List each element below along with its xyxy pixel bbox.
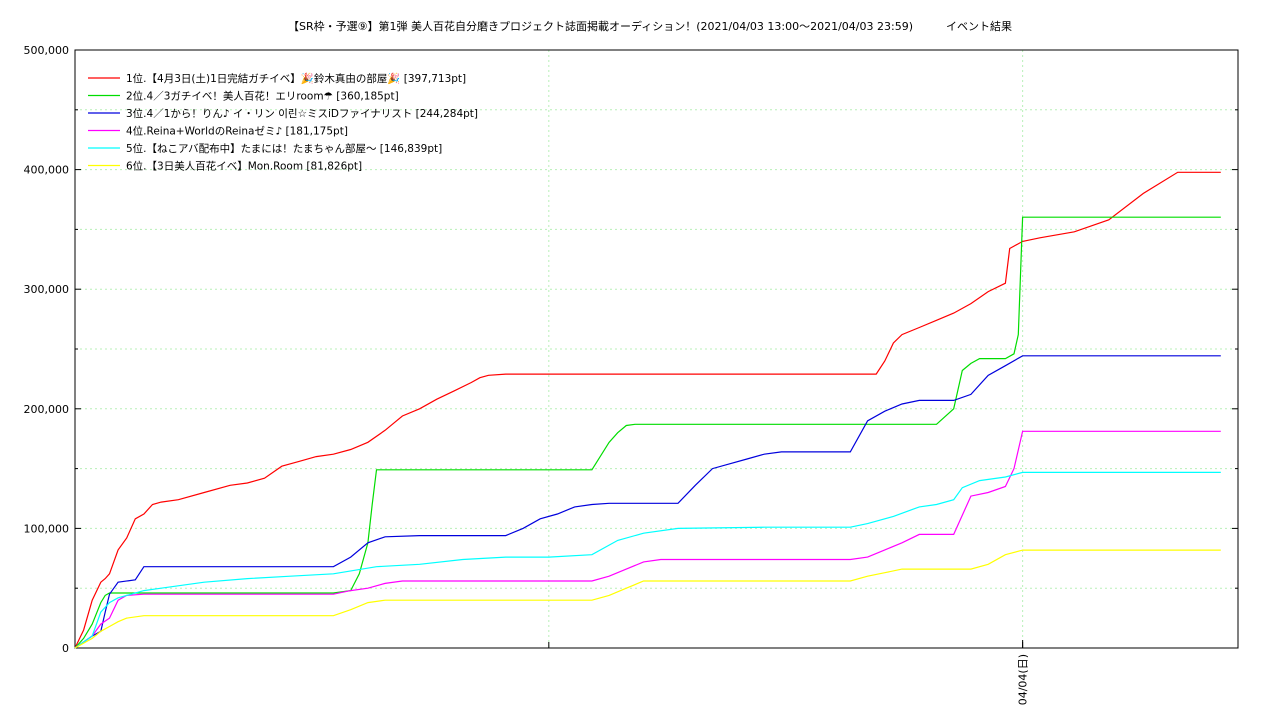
chart-title: 【SR枠・予選⑨】第1弾 美人百花自分磨きプロジェクト誌面掲載オーディション！(…	[288, 19, 1012, 33]
grid-lines	[75, 50, 1238, 648]
series-line	[74, 171, 1221, 649]
series-line	[74, 471, 1221, 649]
y-axis: 0 100,000 200,000 300,000 400,000 500,000	[24, 44, 1238, 655]
legend-label: 3位.4／1から！りん♪ イ・リン 이린☆ミスiDファイナリスト [244,28…	[126, 107, 478, 120]
legend-label: 1位.【4月3日(土)1日完結ガチイベ】🎉鈴木真由の部屋🎉 [397,713pt…	[126, 72, 466, 85]
series-line	[74, 355, 1221, 649]
series-line	[74, 216, 1221, 649]
y-tick-label: 500,000	[24, 44, 70, 57]
series-line	[74, 430, 1221, 649]
series-line	[74, 549, 1221, 649]
y-tick-label: 100,000	[24, 522, 70, 535]
legend-label: 2位.4／3ガチイベ！美人百花！エリroom☂ [360,185pt]	[126, 90, 399, 103]
legend-label: 5位.【ねこアバ配布中】たまには！たまちゃん部屋〜 [146,839pt]	[126, 142, 442, 155]
legend-label: 4位.Reina+WorldのReinaゼミ♪ [181,175pt]	[126, 125, 348, 138]
x-axis: 04/04(日)	[548, 640, 1030, 705]
legend-label: 6位.【3日美人百花イベ】Mon.Room [81,826pt]	[126, 160, 362, 173]
legend: 1位.【4月3日(土)1日完結ガチイベ】🎉鈴木真由の部屋🎉 [397,713pt…	[88, 72, 478, 173]
x-tick-label: 04/04(日)	[1017, 654, 1030, 705]
y-tick-label: 0	[62, 642, 69, 655]
series-lines	[74, 171, 1221, 649]
y-tick-label: 400,000	[24, 164, 70, 177]
y-tick-label: 300,000	[24, 283, 70, 296]
y-tick-label: 200,000	[24, 403, 70, 416]
